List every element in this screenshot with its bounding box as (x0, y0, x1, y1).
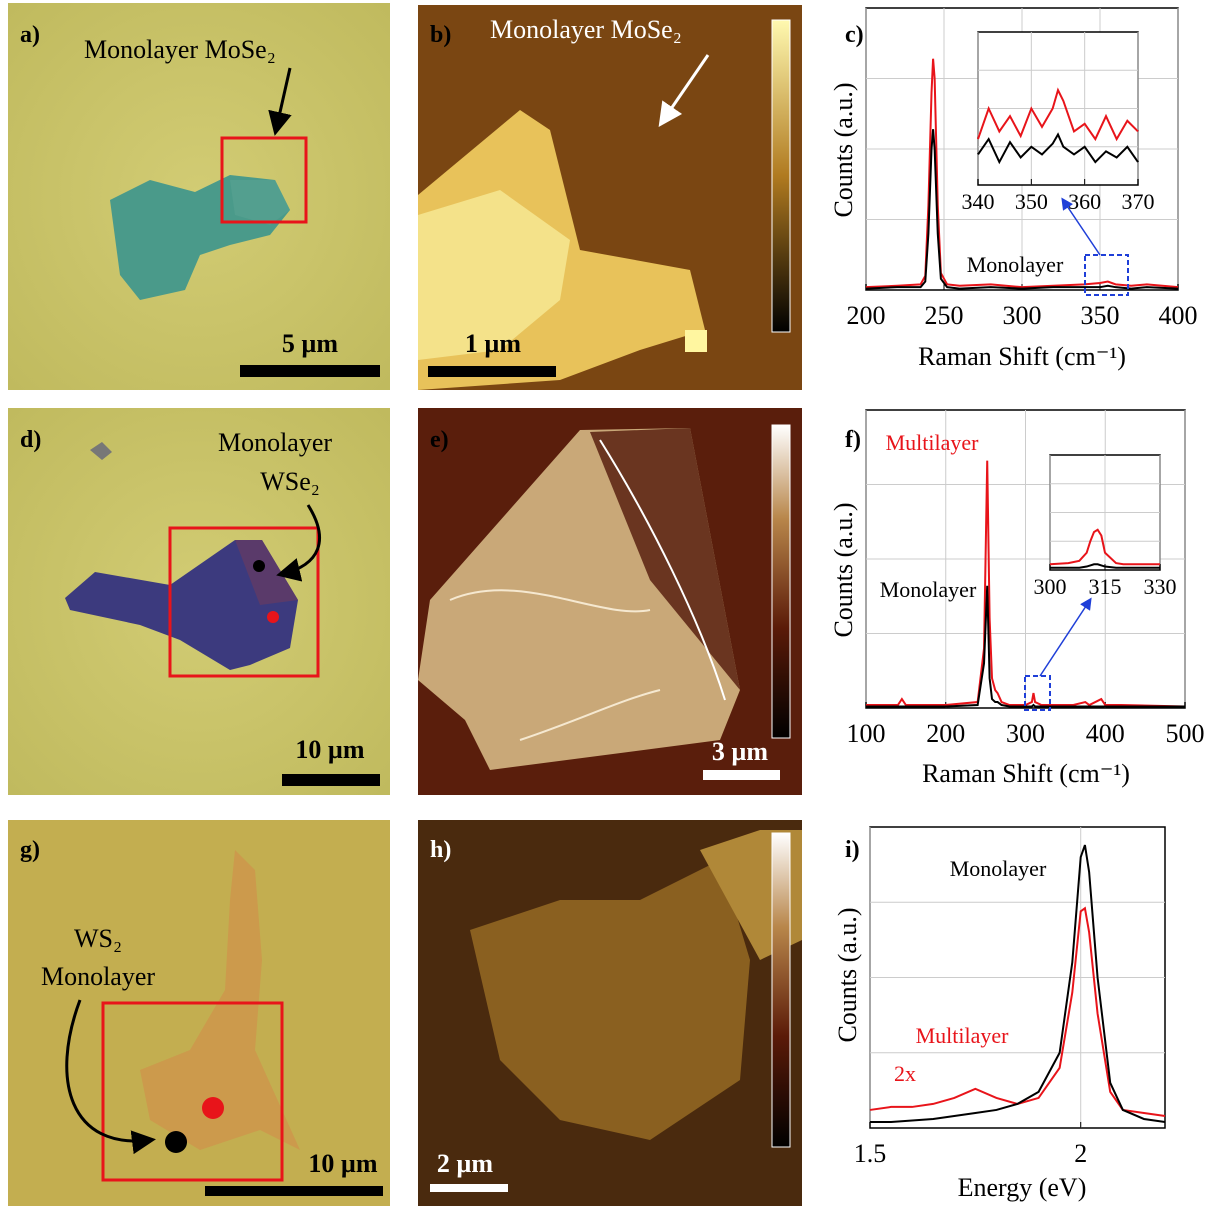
series-label: Multilayer (886, 430, 980, 455)
panel-label: d) (20, 427, 41, 453)
panel-label: h) (430, 837, 451, 863)
annotation: Monolayer MoSe₂ (84, 35, 276, 64)
x-tick-label: 250 (925, 301, 964, 330)
annotation: Monolayer (41, 962, 155, 991)
panel-label: c) (845, 22, 864, 48)
figure: a) Monolayer MoSe₂ 5 µm b) Monolayer MoS… (0, 0, 1214, 1206)
panel-label: f) (845, 427, 861, 453)
annotation: Monolayer MoSe₂ (490, 15, 682, 44)
x-tick-label: 200 (847, 301, 886, 330)
x-tick-label: 300 (1034, 574, 1067, 599)
panel-h: h) 2 µm (418, 820, 802, 1206)
x-tick-label: 300 (1006, 719, 1045, 748)
x-tick-label: 200 (926, 719, 965, 748)
scale-bar (205, 1186, 383, 1196)
x-axis-label: Raman Shift (cm⁻¹) (922, 759, 1130, 788)
spot (202, 1097, 224, 1119)
series-label: Monolayer (950, 856, 1047, 881)
panel-label: i) (845, 837, 860, 863)
x-tick-label: 350 (1081, 301, 1120, 330)
panel-label: a) (20, 22, 40, 48)
panel-label: e) (430, 427, 449, 453)
annotation: WSe₂ (260, 467, 320, 496)
spot (165, 1131, 187, 1153)
series-label: Monolayer (880, 577, 977, 602)
annotation: Monolayer (218, 428, 332, 457)
x-tick-label: 500 (1166, 719, 1205, 748)
y-axis-label: Counts (a.u.) (829, 82, 858, 217)
spot (253, 560, 265, 572)
colorbar (772, 833, 790, 1147)
x-tick-label: 330 (1144, 574, 1177, 599)
x-tick-label: 350 (1015, 189, 1048, 214)
series-label: Multilayer (916, 1023, 1010, 1048)
spot (267, 611, 279, 623)
scale-label: 10 µm (295, 735, 364, 764)
x-tick-label: 370 (1122, 189, 1155, 214)
panel-g: g) WS₂ Monolayer 10 µm (8, 820, 390, 1206)
x-tick-label: 400 (1086, 719, 1125, 748)
scale-bar (240, 365, 380, 377)
scale-label: 2 µm (437, 1149, 493, 1178)
x-tick-label: 1.5 (854, 1139, 887, 1168)
x-tick-label: 100 (847, 719, 886, 748)
x-tick-label: 2 (1074, 1139, 1087, 1168)
x-tick-label: 300 (1003, 301, 1042, 330)
y-axis-label: Counts (a.u.) (833, 907, 862, 1042)
page: a) Monolayer MoSe₂ 5 µm b) Monolayer MoS… (0, 0, 1214, 1206)
panel-b: b) Monolayer MoSe₂ 1 µm (418, 5, 802, 390)
panel-d: d) Monolayer WSe₂ 10 µm (8, 408, 390, 795)
annotation: 2x (894, 1061, 916, 1086)
x-tick-label: 360 (1068, 189, 1101, 214)
x-axis-label: Energy (eV) (958, 1173, 1087, 1202)
scale-label: 5 µm (282, 329, 338, 358)
annotation: WS₂ (74, 924, 122, 953)
scale-bar (428, 366, 556, 377)
series-label: Monolayer (967, 252, 1064, 277)
y-axis-label: Counts (a.u.) (829, 502, 858, 637)
scale-label: 1 µm (465, 329, 521, 358)
x-tick-label: 340 (962, 189, 995, 214)
panel-a: a) Monolayer MoSe₂ 5 µm (8, 3, 390, 390)
scale-label: 3 µm (712, 737, 768, 766)
x-axis-label: Raman Shift (cm⁻¹) (918, 342, 1126, 371)
particle (685, 330, 707, 352)
colorbar (772, 20, 790, 332)
x-tick-label: 315 (1089, 574, 1122, 599)
panel-label: b) (430, 22, 451, 48)
scale-label: 10 µm (308, 1149, 377, 1178)
scale-bar (282, 774, 380, 786)
x-tick-label: 400 (1159, 301, 1198, 330)
scale-bar (430, 1184, 508, 1192)
panel-e: e) 3 µm (418, 408, 802, 795)
panel-label: g) (20, 837, 40, 863)
colorbar (772, 425, 790, 738)
scale-bar (703, 770, 780, 780)
